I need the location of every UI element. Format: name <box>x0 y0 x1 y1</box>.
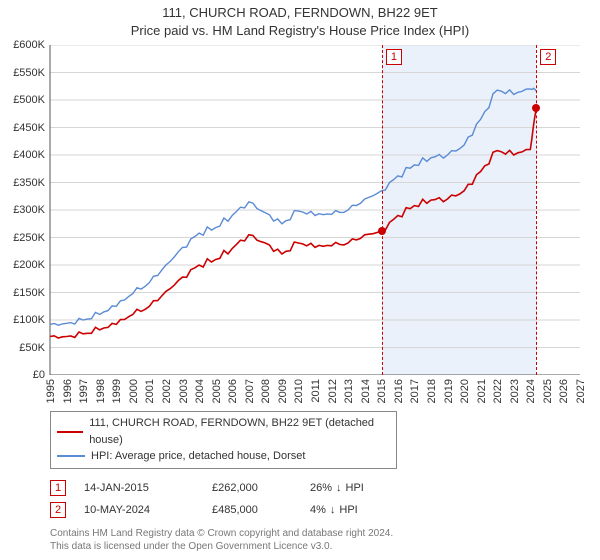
y-axis-label: £350K <box>5 177 45 189</box>
x-axis-label: 2015 <box>376 379 388 403</box>
transaction-row: 1 14-JAN-2015 £262,000 26%↓HPI <box>50 477 600 499</box>
x-axis-label: 1998 <box>95 379 107 403</box>
chart-svg <box>0 45 600 375</box>
footer-line: This data is licensed under the Open Gov… <box>50 540 600 553</box>
x-axis-label: 2008 <box>260 379 272 403</box>
transaction-badge: 2 <box>50 502 66 518</box>
x-axis-label: 2000 <box>128 379 140 403</box>
y-axis-label: £400K <box>5 149 45 161</box>
y-axis-label: £150K <box>5 287 45 299</box>
transaction-marker-badge: 1 <box>386 49 402 65</box>
transaction-point <box>532 104 540 112</box>
transaction-delta: 4%↓HPI <box>310 504 400 516</box>
legend-swatch <box>57 455 85 457</box>
x-axis-label: 2021 <box>476 379 488 403</box>
x-axis-label: 2011 <box>310 379 322 403</box>
transaction-point <box>378 227 386 235</box>
x-axis-label: 2005 <box>211 379 223 403</box>
x-axis-label: 2026 <box>558 379 570 403</box>
y-axis-label: £200K <box>5 259 45 271</box>
x-axis-label: 2027 <box>575 379 587 403</box>
legend-swatch <box>57 431 83 433</box>
x-axis-label: 1995 <box>45 379 57 403</box>
x-axis-label: 2010 <box>293 379 305 403</box>
transaction-date: 14-JAN-2015 <box>84 482 194 494</box>
footer-attribution: Contains HM Land Registry data © Crown c… <box>50 527 600 553</box>
x-axis-label: 1999 <box>111 379 123 403</box>
chart-titles: 111, CHURCH ROAD, FERNDOWN, BH22 9ET Pri… <box>0 0 600 39</box>
transaction-row: 2 10-MAY-2024 £485,000 4%↓HPI <box>50 499 600 521</box>
legend: 111, CHURCH ROAD, FERNDOWN, BH22 9ET (de… <box>50 411 397 469</box>
x-axis-label: 2025 <box>542 379 554 403</box>
y-axis-label: £50K <box>5 342 45 354</box>
y-axis-label: £550K <box>5 67 45 79</box>
legend-row: 111, CHURCH ROAD, FERNDOWN, BH22 9ET (de… <box>57 415 390 448</box>
legend-label: HPI: Average price, detached house, Dors… <box>91 448 305 465</box>
x-axis-label: 2007 <box>244 379 256 403</box>
y-axis-label: £250K <box>5 232 45 244</box>
chart-subtitle: Price paid vs. HM Land Registry's House … <box>0 22 600 40</box>
down-arrow-icon: ↓ <box>336 482 342 494</box>
y-axis-label: £100K <box>5 314 45 326</box>
x-axis-label: 2018 <box>426 379 438 403</box>
chart-area: £0£50K£100K£150K£200K£250K£300K£350K£400… <box>0 45 600 375</box>
transaction-marker-badge: 2 <box>540 49 556 65</box>
transaction-date: 10-MAY-2024 <box>84 504 194 516</box>
x-axis-label: 2014 <box>360 379 372 403</box>
transaction-marker-line <box>536 45 537 375</box>
x-axis-label: 2012 <box>327 379 339 403</box>
transaction-badge: 1 <box>50 480 66 496</box>
x-axis-label: 2004 <box>194 379 206 403</box>
x-axis-label: 2022 <box>492 379 504 403</box>
transaction-delta: 26%↓HPI <box>310 482 400 494</box>
y-axis-label: £500K <box>5 94 45 106</box>
chart-title: 111, CHURCH ROAD, FERNDOWN, BH22 9ET <box>0 4 600 22</box>
transaction-marker-line <box>382 45 383 375</box>
x-axis-label: 2013 <box>343 379 355 403</box>
down-arrow-icon: ↓ <box>330 504 336 516</box>
y-axis-label: £300K <box>5 204 45 216</box>
transaction-price: £262,000 <box>212 482 292 494</box>
y-axis-label: £0 <box>5 369 45 381</box>
y-axis-label: £450K <box>5 122 45 134</box>
x-axis-label: 2003 <box>178 379 190 403</box>
x-axis-label: 2001 <box>144 379 156 403</box>
x-axis-label: 1997 <box>78 379 90 403</box>
x-axis-label: 2019 <box>443 379 455 403</box>
x-axis-label: 2009 <box>277 379 289 403</box>
x-axis-label: 2006 <box>227 379 239 403</box>
transactions-table: 1 14-JAN-2015 £262,000 26%↓HPI 2 10-MAY-2024 £… <box>50 477 600 521</box>
footer-line: Contains HM Land Registry data © Crown c… <box>50 527 600 540</box>
x-axis-label: 2020 <box>459 379 471 403</box>
x-axis-label: 2002 <box>161 379 173 403</box>
x-axis-label: 2024 <box>525 379 537 403</box>
x-axis-label: 2023 <box>509 379 521 403</box>
transaction-price: £485,000 <box>212 504 292 516</box>
y-axis-label: £600K <box>5 39 45 51</box>
x-axis-label: 2017 <box>409 379 421 403</box>
x-axis-label: 2016 <box>393 379 405 403</box>
legend-row: HPI: Average price, detached house, Dors… <box>57 448 390 465</box>
legend-label: 111, CHURCH ROAD, FERNDOWN, BH22 9ET (de… <box>89 415 390 448</box>
x-axis-label: 1996 <box>62 379 74 403</box>
